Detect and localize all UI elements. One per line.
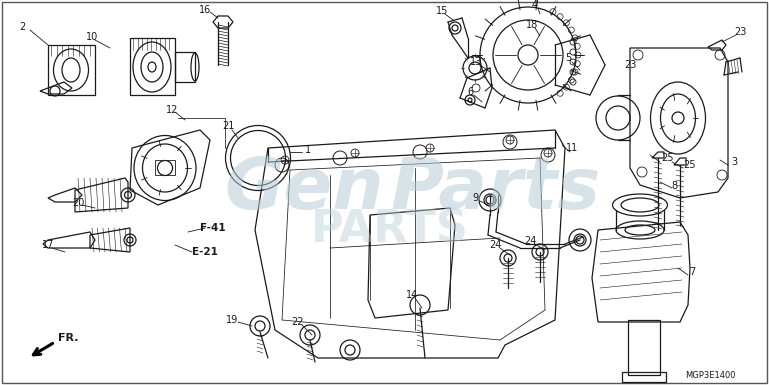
Text: 22: 22 xyxy=(291,317,305,327)
Text: E-21: E-21 xyxy=(192,247,218,257)
Text: 15: 15 xyxy=(436,6,448,16)
Text: 14: 14 xyxy=(406,290,418,300)
Text: 9: 9 xyxy=(472,193,478,203)
Text: 1: 1 xyxy=(305,145,311,155)
Text: 7: 7 xyxy=(689,267,695,277)
Text: 24: 24 xyxy=(489,240,501,250)
Text: 4: 4 xyxy=(532,0,538,10)
Text: 2: 2 xyxy=(19,22,25,32)
Text: 21: 21 xyxy=(221,121,235,131)
Text: 24: 24 xyxy=(524,236,536,246)
Text: F-41: F-41 xyxy=(200,223,226,233)
Text: 17: 17 xyxy=(42,240,54,250)
Text: 12: 12 xyxy=(166,105,178,115)
Text: 18: 18 xyxy=(526,20,538,30)
Text: 25: 25 xyxy=(684,160,696,170)
Text: 11: 11 xyxy=(566,143,578,153)
Text: 25: 25 xyxy=(662,153,674,163)
Text: PARTS: PARTS xyxy=(311,209,469,251)
Text: 16: 16 xyxy=(199,5,211,15)
Text: 10: 10 xyxy=(86,32,98,42)
Text: FR.: FR. xyxy=(58,333,78,343)
Text: 20: 20 xyxy=(72,198,84,208)
Text: 19: 19 xyxy=(226,315,238,325)
Text: 5: 5 xyxy=(565,53,571,63)
Text: 23: 23 xyxy=(624,60,636,70)
Text: 8: 8 xyxy=(671,181,677,191)
Text: 6: 6 xyxy=(467,87,473,97)
Text: Gen: Gen xyxy=(225,156,384,224)
Text: 3: 3 xyxy=(731,157,737,167)
Text: 23: 23 xyxy=(734,27,746,37)
Text: MGP3E1400: MGP3E1400 xyxy=(684,370,735,380)
Text: 13: 13 xyxy=(470,57,482,67)
Text: Parts: Parts xyxy=(390,156,601,224)
